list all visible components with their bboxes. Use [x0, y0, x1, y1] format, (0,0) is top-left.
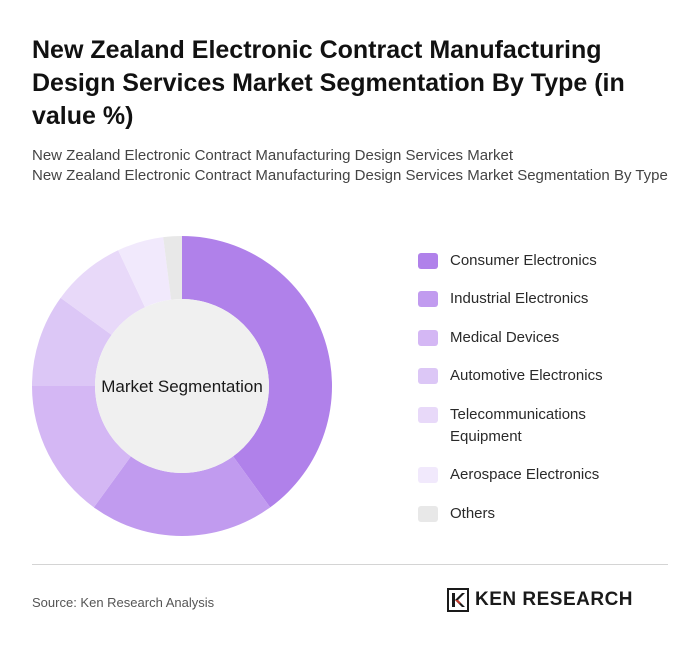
donut-center — [95, 299, 269, 473]
legend-label: Automotive Electronics — [450, 367, 603, 384]
legend-swatch — [418, 407, 438, 423]
legend-item: Aerospace Electronics — [418, 464, 640, 486]
legend-swatch — [418, 291, 438, 307]
legend-item: Consumer Electronics — [418, 250, 640, 272]
legend-label: Aerospace Electronics — [450, 466, 600, 483]
legend-label: Consumer Electronics — [450, 252, 597, 269]
slice-telecommunications-equipment — [60, 250, 145, 335]
ken-research-k-icon — [447, 588, 469, 612]
legend-swatch — [418, 467, 438, 483]
legend-swatch — [418, 368, 438, 384]
subtitle-line-1: New Zealand Electronic Contract Manufact… — [32, 147, 514, 164]
subtitle-line-2: New Zealand Electronic Contract Manufact… — [32, 167, 668, 184]
legend-item: Automotive Electronics — [418, 365, 640, 387]
footer-divider — [32, 564, 668, 565]
source-note: Source: Ken Research Analysis — [32, 595, 215, 610]
legend-label: Telecommunications Equipment — [450, 406, 586, 445]
slice-others — [163, 236, 182, 300]
donut-chart: Market Segmentation — [32, 236, 332, 536]
legend-item: Others — [418, 503, 640, 525]
legend-label: Others — [450, 505, 496, 522]
legend-swatch — [418, 330, 438, 346]
legend-item: Industrial Electronics — [418, 288, 640, 310]
subtitle: New Zealand Electronic Contract Manufact… — [32, 146, 672, 186]
slice-automotive-electronics — [32, 297, 112, 386]
legend-label: Industrial Electronics — [450, 290, 589, 307]
brand-logo: KEN RESEARCH — [447, 588, 633, 612]
slice-medical-devices — [32, 386, 131, 508]
legend-swatch — [418, 253, 438, 269]
slice-industrial-electronics — [93, 456, 271, 536]
center-label: Market Segmentation — [101, 377, 263, 396]
logo-wordmark: KEN RESEARCH — [475, 589, 634, 610]
slice-aerospace-electronics — [118, 237, 172, 308]
slice-consumer-electronics — [182, 236, 332, 508]
legend-label: Medical Devices — [450, 329, 560, 346]
page-title: New Zealand Electronic Contract Manufact… — [32, 36, 625, 130]
legend-swatch — [418, 506, 438, 522]
legend-item: Telecommunications Equipment — [418, 404, 640, 448]
legend-item: Medical Devices — [418, 327, 640, 349]
